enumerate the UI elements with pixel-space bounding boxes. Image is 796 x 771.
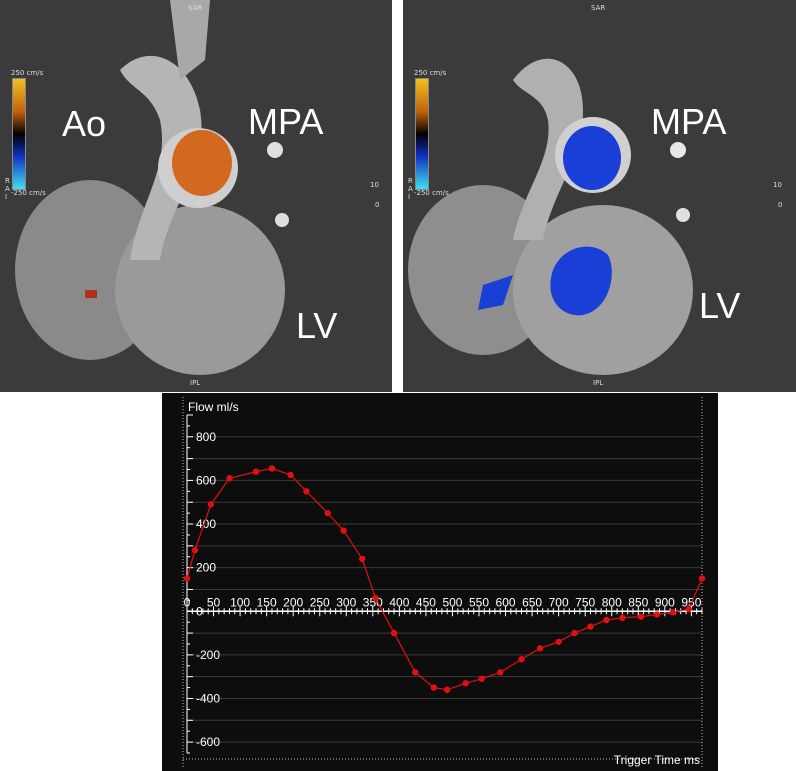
x-tick-label: 600 — [496, 595, 516, 609]
flow-data-point — [555, 638, 562, 645]
side-letter-i: I — [408, 193, 411, 201]
flow-data-point — [698, 575, 706, 582]
x-tick-label: 650 — [522, 595, 542, 609]
flow-data-point — [340, 527, 347, 534]
x-tick-label: 500 — [442, 595, 462, 609]
flow-data-point — [619, 614, 626, 621]
colorbar-max-label: 250 cm/s — [414, 69, 447, 77]
label-lv-left: LV — [296, 305, 338, 346]
x-tick-label: 150 — [257, 595, 277, 609]
y-tick-label: 400 — [196, 517, 216, 531]
flow-series-line — [186, 467, 703, 691]
flow-data-point — [412, 669, 419, 676]
mri-panel-right: 250 cm/s -250 cm/s SAR IPL R A I 10 0 MP… — [403, 0, 796, 392]
x-tick-label: 750 — [575, 595, 595, 609]
y-axis-label: Flow ml/s — [188, 400, 239, 414]
y-tick-label: 200 — [196, 561, 216, 575]
flow-data-point — [653, 611, 661, 618]
x-tick-label: 200 — [283, 595, 303, 609]
flow-data-point — [587, 623, 594, 630]
colorbar-min-label: -250 cm/s — [414, 189, 449, 197]
flow-data-point — [637, 613, 645, 620]
flow-data-point — [252, 468, 260, 475]
side-letter-a: A — [5, 185, 10, 193]
flow-region-mpa-left — [172, 130, 232, 196]
x-tick-label: 850 — [628, 595, 648, 609]
y-tick-label: 0 — [196, 604, 203, 618]
mri-panel-left: 250 cm/s -250 cm/s SAR IPL R A I 10 0 Ao… — [0, 0, 392, 392]
colorbar-min-label: -250 cm/s — [11, 189, 46, 197]
x-tick-label: 550 — [469, 595, 489, 609]
x-tick-label: 250 — [310, 595, 330, 609]
x-tick-label: 0 — [184, 595, 191, 609]
grid-layer — [187, 436, 702, 743]
flow-data-point — [536, 645, 544, 652]
y-tick-labels: 800 600 400 200 0 -200 -400 -600 — [196, 430, 220, 749]
flow-data-point — [359, 555, 366, 563]
flow-data-point — [268, 465, 276, 472]
mri-image-right — [403, 0, 796, 392]
y-tick-label: -400 — [196, 691, 220, 705]
orientation-bottom-label: IPL — [593, 379, 604, 387]
flow-chart: 800 600 400 200 0 -200 -400 -600 0 50 100 150 200 25… — [162, 393, 718, 771]
flow-data-point — [669, 609, 676, 616]
colorbar-max-label: 250 cm/s — [11, 69, 44, 77]
flow-data-point — [478, 675, 485, 683]
velocity-colorbar-right — [415, 78, 429, 190]
x-tick-label: 700 — [549, 595, 569, 609]
flow-chart-svg: 800 600 400 200 0 -200 -400 -600 0 50 100 150 200 25… — [182, 397, 706, 767]
x-tick-label: 800 — [602, 595, 622, 609]
side-letter-i: I — [5, 193, 8, 201]
flow-region-lv-right — [550, 246, 612, 316]
x-tick-label: 450 — [416, 595, 436, 609]
x-tick-label: 100 — [230, 595, 250, 609]
label-lv-right: LV — [699, 285, 741, 326]
label-ao: Ao — [62, 103, 107, 144]
flow-data-point — [324, 509, 331, 517]
flow-data-point — [603, 616, 610, 624]
label-mpa-right: MPA — [651, 101, 727, 142]
flow-data-point — [390, 629, 398, 637]
flow-data-point — [207, 501, 215, 508]
y-tick-label: 600 — [196, 473, 216, 487]
side-mark-0: 0 — [375, 201, 380, 209]
x-tick-label: 300 — [336, 595, 356, 609]
flow-data-point — [226, 475, 233, 482]
x-tick-label: 900 — [655, 595, 675, 609]
flow-data-point — [430, 684, 438, 691]
mri-image-left — [0, 0, 392, 392]
flow-data-point — [287, 471, 294, 479]
flow-data-point — [571, 629, 578, 637]
flow-data-point — [462, 680, 469, 687]
flow-data-point — [497, 669, 504, 676]
series-layer — [183, 465, 706, 693]
x-tick-label: 400 — [389, 595, 409, 609]
orientation-bottom-label: IPL — [190, 379, 201, 387]
x-tick-label: 50 — [207, 595, 221, 609]
orientation-top-label: SAR — [591, 4, 606, 12]
orientation-top-label: SAR — [188, 4, 203, 12]
axis-layer — [182, 397, 703, 767]
velocity-colorbar-left — [12, 78, 26, 190]
x-tick-labels: 0 50 100 150 200 250 300 350 400 450 500 550 600 650 7… — [184, 595, 702, 609]
flow-data-point — [191, 547, 199, 554]
y-tick-label: -200 — [196, 648, 220, 662]
side-mark-10: 10 — [370, 181, 379, 189]
flow-data-point — [443, 686, 451, 693]
side-letter-r: R — [408, 177, 413, 185]
side-mark-0: 0 — [778, 201, 783, 209]
flow-data-point — [518, 656, 525, 663]
flow-data-point — [685, 605, 692, 613]
label-mpa-left: MPA — [248, 101, 324, 142]
x-axis-label: Trigger Time ms — [614, 753, 700, 767]
flow-region-mpa-right — [563, 126, 621, 190]
y-tick-label: -600 — [196, 735, 220, 749]
flow-data-point — [372, 594, 379, 602]
flow-data-point — [183, 575, 191, 582]
side-mark-10: 10 — [773, 181, 782, 189]
flow-data-point — [303, 488, 310, 495]
side-letter-r: R — [5, 177, 10, 185]
side-letter-a: A — [408, 185, 413, 193]
y-tick-label: 800 — [196, 430, 216, 444]
